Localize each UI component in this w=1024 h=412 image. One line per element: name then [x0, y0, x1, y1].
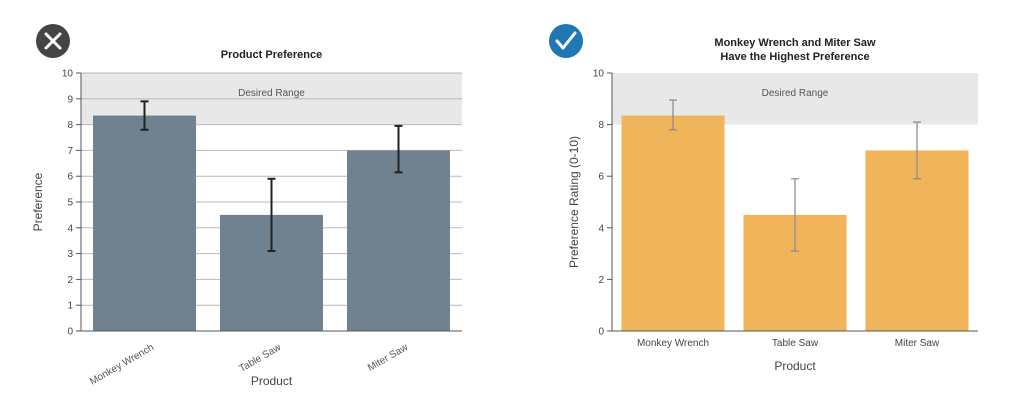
y-tick-label: 6: [67, 172, 73, 183]
bad-example-badge: [36, 24, 70, 58]
x-tick-label: Miter Saw: [366, 342, 411, 374]
x-tick-label: Miter Saw: [895, 338, 940, 349]
x-axis-title: Product: [774, 359, 816, 373]
y-tick-label: 2: [598, 275, 604, 286]
y-tick-label: 8: [598, 120, 604, 131]
good-example-badge: [549, 24, 583, 58]
y-axis-title: Preference Rating (0-10): [567, 136, 581, 268]
y-tick-label: 10: [62, 69, 74, 80]
y-tick-label: 7: [67, 146, 73, 157]
chart-title: Monkey Wrench and Miter Saw: [714, 37, 876, 49]
desired-range-label: Desired Range: [762, 88, 829, 99]
x-tick-label: Monkey Wrench: [88, 342, 156, 388]
y-tick-label: 4: [67, 223, 73, 234]
x-axis-title: Product: [251, 374, 293, 388]
bar-monkey-wrench: [93, 115, 196, 331]
check-circle-icon: [549, 24, 583, 58]
x-tick-label: Table Saw: [772, 338, 819, 349]
y-tick-label: 0: [598, 327, 604, 338]
y-tick-label: 0: [67, 327, 73, 338]
x-tick-label: Monkey Wrench: [637, 338, 709, 349]
y-tick-label: 4: [598, 223, 604, 234]
y-tick-label: 8: [67, 120, 73, 131]
y-tick-label: 6: [598, 172, 604, 183]
desired-range-label: Desired Range: [238, 88, 305, 99]
chart-left: Desired Range 0 1 2 3 4 5 6 7 8 9 10 Monkey Wrench Ta…: [31, 49, 462, 388]
chart-right: Desired Range 0 2 4 6 8 10 Monkey Wrench Table S…: [567, 37, 978, 373]
y-tick-label: 3: [67, 249, 73, 260]
x-mark-icon: [44, 32, 62, 50]
chart-title: Product Preference: [221, 49, 322, 61]
y-tick-label: 2: [67, 275, 73, 286]
chart-title: Have the Highest Preference: [720, 51, 869, 63]
y-tick-label: 9: [67, 94, 73, 105]
bar-miter-saw: [865, 150, 969, 331]
y-tick-label: 1: [67, 301, 73, 312]
bar-monkey-wrench: [621, 115, 725, 331]
check-mark-icon: [555, 31, 577, 50]
x-tick-label: Table Saw: [238, 342, 284, 375]
y-tick-label: 10: [593, 69, 605, 80]
y-tick-label: 5: [67, 198, 73, 209]
y-axis-title: Preference: [31, 172, 45, 231]
bar-miter-saw: [347, 150, 450, 331]
